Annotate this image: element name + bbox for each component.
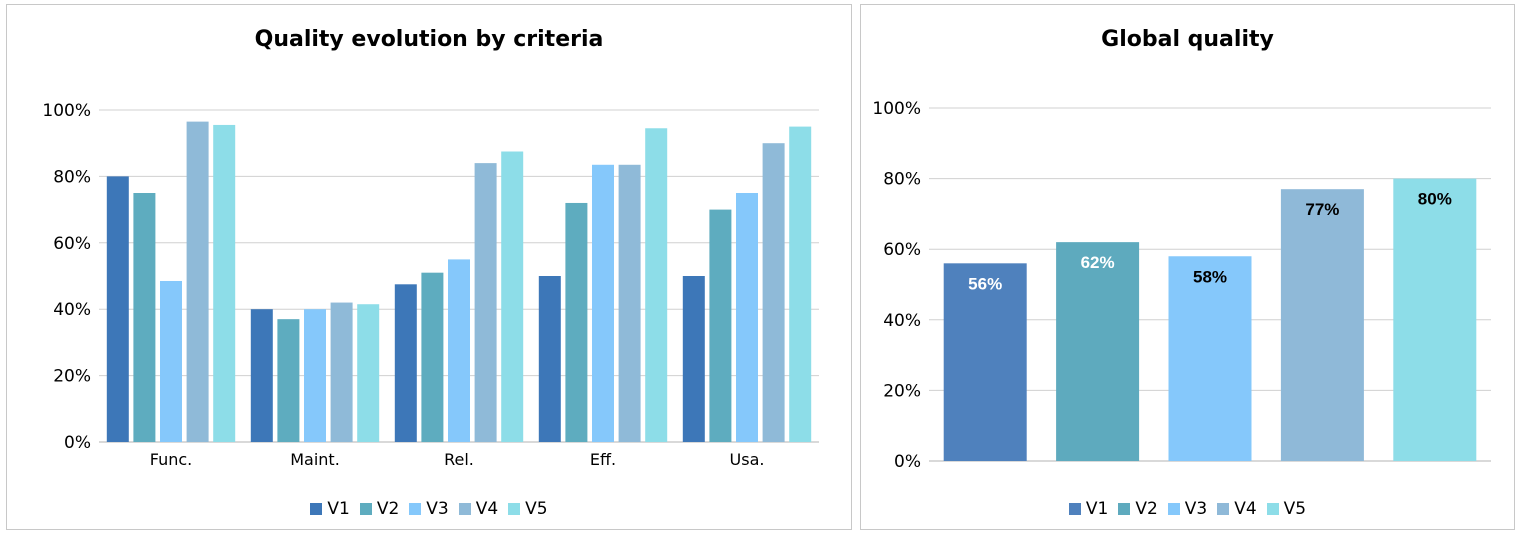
legend-swatch <box>458 503 471 515</box>
legend-swatch <box>508 503 521 515</box>
data-label: 56% <box>968 274 1002 293</box>
legend-label: V3 <box>1184 499 1208 519</box>
legend-item: V5 <box>1266 499 1307 519</box>
bar-v2 <box>421 272 444 442</box>
legend-swatch <box>359 503 372 515</box>
bar-v2 <box>565 202 588 442</box>
bar-v4 <box>186 121 209 443</box>
bar-v5 <box>789 126 812 442</box>
legend-swatch <box>1068 503 1081 515</box>
bar-v1 <box>106 176 129 442</box>
y-tick-label: 60% <box>53 234 91 254</box>
legend-item: V5 <box>508 499 548 519</box>
bar-v2 <box>133 193 156 442</box>
bar-v4 <box>474 163 497 442</box>
chart-title: Global quality <box>1101 27 1274 52</box>
data-label: 80% <box>1418 190 1452 209</box>
x-tick-label: Usa. <box>730 450 765 469</box>
chart-legend: V1 V2 V3 V4 V5 <box>7 499 851 519</box>
legend-label: V1 <box>1085 499 1109 519</box>
legend-item: V1 <box>1068 499 1109 519</box>
legend-label: V4 <box>1234 499 1257 519</box>
legend-swatch <box>1266 503 1279 515</box>
criteria-chart-panel: Quality evolution by criteria 0% 20% 40% 60… <box>6 4 852 530</box>
bar-v3 <box>736 193 758 442</box>
data-label: 58% <box>1193 267 1227 286</box>
legend-label: V3 <box>426 499 449 519</box>
legend-swatch <box>1118 503 1131 515</box>
y-tick-label: 0% <box>894 452 921 472</box>
legend-swatch <box>1217 503 1230 515</box>
legend-item: V4 <box>458 499 499 519</box>
bar-v1 <box>250 309 273 442</box>
global-bar-chart: 0% 20% 40% 60% 80% 100% 56% 62% 58% 77% 80% <box>872 99 1491 472</box>
bar-v1 <box>943 263 1027 461</box>
bar-v2 <box>709 209 732 442</box>
legend-item: V2 <box>1118 499 1158 519</box>
x-tick-label: Func. <box>150 450 193 469</box>
legend-item: V3 <box>1167 499 1208 519</box>
bar-v4 <box>330 302 353 442</box>
y-tick-label: 20% <box>53 367 91 387</box>
bar-v2 <box>1056 242 1140 461</box>
y-tick-label: 20% <box>883 381 921 401</box>
bar-v3 <box>448 259 470 442</box>
bar-v1 <box>682 276 705 442</box>
chart-title: Quality evolution by criteria <box>254 27 604 52</box>
bar-v2 <box>277 319 300 442</box>
legend-label: V2 <box>376 499 400 519</box>
legend-label: V5 <box>525 499 548 519</box>
y-tick-label: 60% <box>883 240 921 260</box>
bar-v1 <box>538 276 561 442</box>
criteria-bar-chart: 0% 20% 40% 60% 80% 100% Func. Maint. Rel. Eff. Usa… <box>42 101 819 469</box>
y-tick-label: 40% <box>53 300 91 320</box>
bar-v4 <box>618 164 641 442</box>
bar-v5 <box>213 124 236 442</box>
bar-v5 <box>645 128 668 442</box>
y-tick-label: 0% <box>64 433 91 453</box>
legend-label: V1 <box>327 499 350 519</box>
bar-v4 <box>1280 189 1364 461</box>
bar-v3 <box>160 280 182 442</box>
legend-item: V3 <box>409 499 449 519</box>
bar-v5 <box>357 304 380 442</box>
x-tick-label: Rel. <box>444 450 474 469</box>
legend-item: V2 <box>359 499 400 519</box>
bar-v3 <box>1168 256 1252 461</box>
bar-v3 <box>592 164 614 442</box>
global-chart-panel: Global quality 0% 20% 40% 60% 80% 100% 56% 62% 5… <box>860 4 1515 530</box>
bar-v5 <box>1393 178 1477 461</box>
data-label: 77% <box>1305 200 1339 219</box>
legend-label: V5 <box>1283 499 1307 519</box>
legend-item: V1 <box>310 499 350 519</box>
data-label: 62% <box>1081 253 1115 272</box>
bar-v1 <box>394 284 417 442</box>
bar-v5 <box>501 151 524 442</box>
y-tick-label: 100% <box>872 99 921 119</box>
legend-swatch <box>1167 503 1180 515</box>
legend-item: V4 <box>1217 499 1257 519</box>
y-tick-label: 100% <box>42 101 91 121</box>
x-tick-label: Eff. <box>590 450 616 469</box>
legend-swatch <box>310 503 323 515</box>
y-tick-label: 80% <box>53 167 91 187</box>
legend-label: V4 <box>475 499 499 519</box>
legend-swatch <box>409 503 422 515</box>
y-tick-label: 80% <box>883 170 921 190</box>
x-tick-label: Maint. <box>290 450 340 469</box>
bar-v4 <box>762 143 785 442</box>
legend-label: V2 <box>1135 499 1158 519</box>
chart-legend: V1 V2 V3 V4 V5 <box>861 499 1514 519</box>
y-tick-label: 40% <box>883 311 921 331</box>
bar-v3 <box>304 309 326 442</box>
